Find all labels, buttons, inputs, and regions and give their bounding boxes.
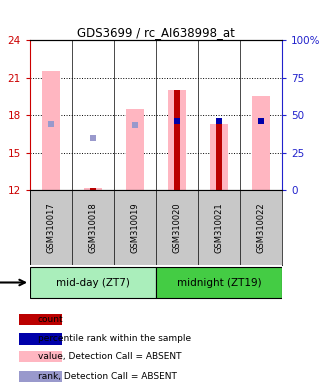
Bar bbox=[30, 267, 156, 298]
Text: rank, Detection Call = ABSENT: rank, Detection Call = ABSENT bbox=[38, 372, 177, 381]
Bar bbox=[126, 109, 144, 190]
Text: count: count bbox=[38, 315, 63, 324]
Title: GDS3699 / rc_AI638998_at: GDS3699 / rc_AI638998_at bbox=[77, 26, 235, 39]
Text: GSM310020: GSM310020 bbox=[172, 202, 181, 253]
Text: GSM310022: GSM310022 bbox=[256, 202, 265, 253]
Text: mid-day (ZT7): mid-day (ZT7) bbox=[56, 278, 130, 288]
Bar bbox=[19, 314, 63, 325]
Bar bbox=[19, 333, 63, 344]
Bar bbox=[19, 371, 63, 382]
Text: midnight (ZT19): midnight (ZT19) bbox=[177, 278, 261, 288]
Bar bbox=[83, 187, 102, 190]
Bar bbox=[19, 351, 63, 362]
Text: percentile rank within the sample: percentile rank within the sample bbox=[38, 334, 191, 343]
Bar bbox=[168, 90, 187, 190]
Text: value, Detection Call = ABSENT: value, Detection Call = ABSENT bbox=[38, 352, 181, 361]
Bar bbox=[252, 96, 271, 190]
Bar bbox=[156, 267, 282, 298]
Bar bbox=[90, 187, 96, 190]
Bar bbox=[174, 90, 180, 190]
Text: GSM310018: GSM310018 bbox=[89, 202, 98, 253]
Bar bbox=[216, 124, 222, 190]
Bar bbox=[41, 71, 60, 190]
Bar bbox=[210, 124, 229, 190]
Text: GSM310021: GSM310021 bbox=[214, 202, 223, 253]
Text: GSM310017: GSM310017 bbox=[47, 202, 56, 253]
Text: GSM310019: GSM310019 bbox=[131, 202, 140, 253]
